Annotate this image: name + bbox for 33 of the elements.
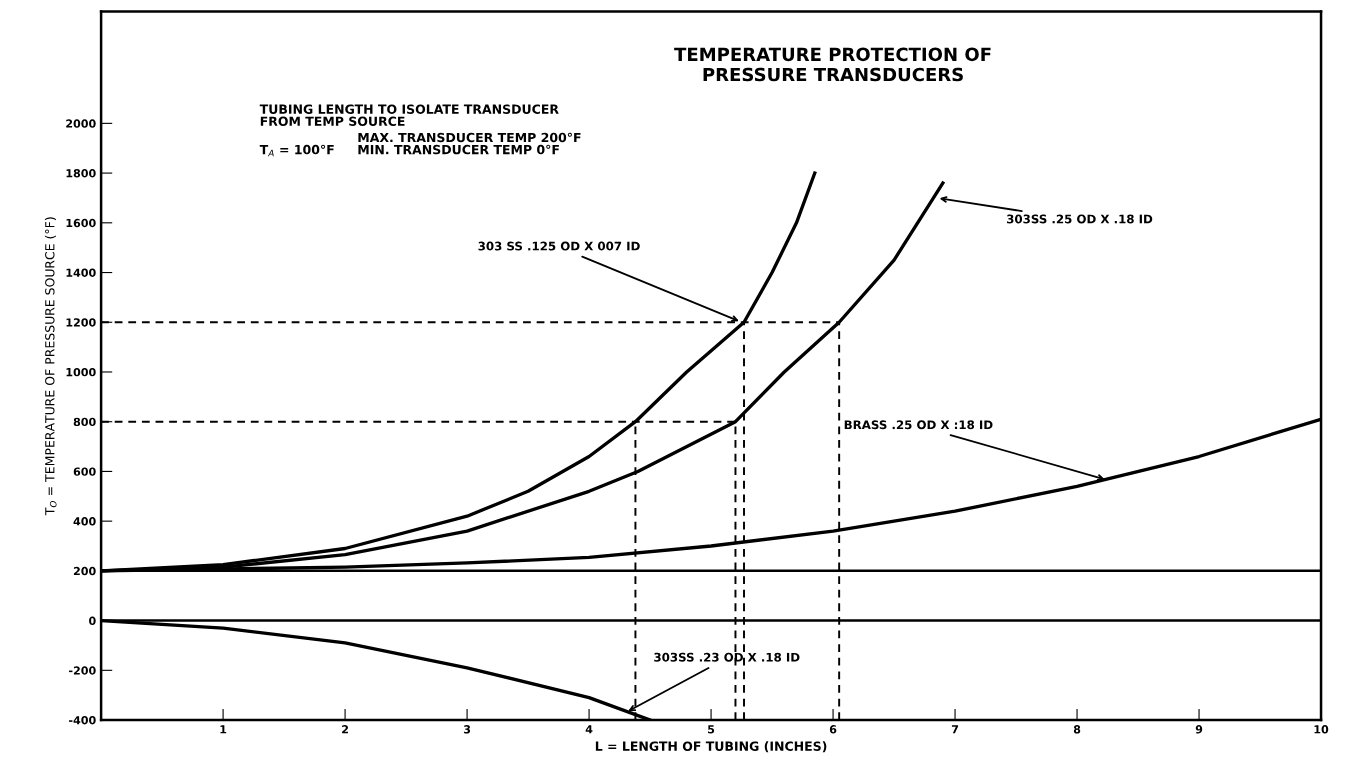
x-tick-label: 8 [1073, 725, 1081, 734]
y-tick-label: 2000 [66, 119, 96, 128]
text: TEMPERATURE PROTECTION OF PRESSURE TRANSDUCERS [674, 47, 991, 82]
annotation: T$_{A}$ = 100°F [259, 144, 334, 157]
x-tick-label: 3 [463, 725, 471, 734]
y-tick-label: 1200 [66, 318, 96, 327]
y-tick-label: 800 [73, 417, 96, 427]
x-axis-title: L = LENGTH OF TUBING (INCHES) [595, 741, 827, 753]
y-axis-title: T$_{O}$ = TEMPERATURE OF PRESSURE SOURCE (°F) [44, 217, 57, 516]
annotation: 303SS .25 OD X .18 ID [1006, 214, 1153, 224]
x-tick-label: 1 [220, 725, 227, 734]
y-tick-label: 200 [73, 566, 96, 576]
annotation: 303SS .23 OD X .18 ID [654, 652, 800, 662]
x-tick-label: 4 [585, 725, 593, 734]
x-tick-label: 7 [951, 725, 959, 734]
y-tick-label: 1600 [66, 218, 96, 228]
y-tick-label: 600 [73, 467, 96, 476]
x-tick-label: 6 [829, 725, 837, 734]
x-tick-label: 5 [708, 725, 715, 734]
x-tick-label: 9 [1195, 725, 1203, 734]
y-tick-label: 1000 [66, 367, 96, 377]
y-tick-label: -400 [69, 716, 96, 725]
x-tick-label: 10 [1314, 725, 1329, 734]
y-tick-label: 1400 [66, 268, 96, 277]
annotation: 303 SS .125 OD X 007 ID [478, 241, 640, 251]
y-tick-label: 400 [73, 517, 96, 526]
y-tick-label: 0 [89, 616, 96, 625]
y-tick-label: -200 [69, 666, 96, 675]
annotation: MAX. TRANSDUCER TEMP 200°F MIN. TRANSDUCER TEMP 0°F [358, 132, 581, 155]
x-tick-label: 2 [342, 725, 348, 734]
y-tick-label: 1800 [66, 169, 96, 178]
annotation: TUBING LENGTH TO ISOLATE TRANSDUCER FROM TEMP SOURCE [259, 104, 559, 126]
annotation: BRASS .25 OD X :18 ID [844, 420, 993, 430]
